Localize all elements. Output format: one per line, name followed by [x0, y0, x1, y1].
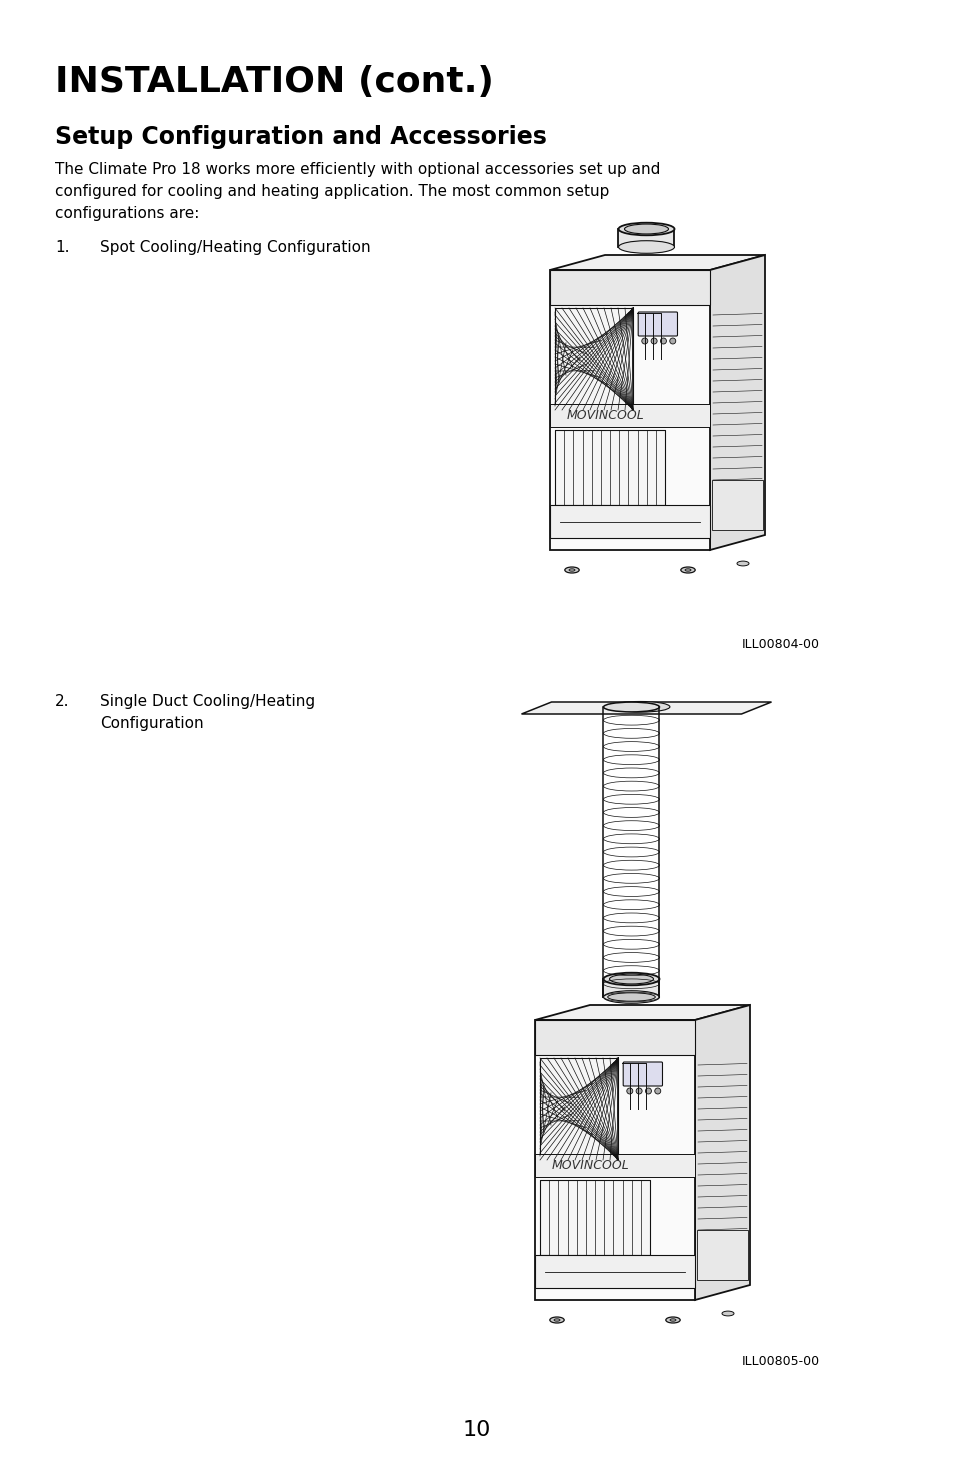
FancyBboxPatch shape: [550, 404, 709, 426]
FancyBboxPatch shape: [618, 229, 674, 246]
Polygon shape: [521, 702, 771, 714]
Ellipse shape: [624, 224, 668, 235]
Polygon shape: [550, 255, 764, 270]
FancyBboxPatch shape: [555, 308, 633, 410]
FancyBboxPatch shape: [697, 1230, 747, 1280]
Text: 10: 10: [462, 1420, 491, 1440]
Text: 2.: 2.: [55, 695, 70, 709]
Ellipse shape: [568, 569, 575, 571]
FancyBboxPatch shape: [535, 1255, 695, 1288]
Polygon shape: [535, 1004, 749, 1021]
FancyBboxPatch shape: [539, 1180, 650, 1255]
Ellipse shape: [721, 1311, 733, 1316]
Circle shape: [626, 1089, 632, 1094]
FancyBboxPatch shape: [603, 979, 659, 997]
Ellipse shape: [665, 1317, 679, 1323]
FancyBboxPatch shape: [638, 313, 677, 336]
Ellipse shape: [669, 1319, 676, 1322]
Ellipse shape: [564, 566, 578, 572]
FancyBboxPatch shape: [550, 270, 709, 550]
Circle shape: [651, 338, 657, 344]
Polygon shape: [709, 255, 764, 550]
Ellipse shape: [603, 991, 659, 1003]
Circle shape: [636, 1089, 641, 1094]
FancyBboxPatch shape: [539, 1058, 618, 1159]
Ellipse shape: [684, 569, 690, 571]
FancyBboxPatch shape: [711, 479, 762, 531]
Text: The Climate Pro 18 works more efficiently with optional accessories set up and
c: The Climate Pro 18 works more efficientl…: [55, 162, 659, 221]
Ellipse shape: [609, 974, 653, 984]
Text: ILL00805-00: ILL00805-00: [741, 1356, 820, 1367]
FancyBboxPatch shape: [555, 429, 664, 506]
Ellipse shape: [611, 702, 669, 712]
Text: Single Duct Cooling/Heating
Configuration: Single Duct Cooling/Heating Configuratio…: [100, 695, 314, 732]
FancyBboxPatch shape: [535, 1021, 695, 1299]
Circle shape: [669, 338, 675, 344]
FancyBboxPatch shape: [622, 1062, 661, 1086]
FancyBboxPatch shape: [535, 1155, 695, 1177]
Text: Setup Configuration and Accessories: Setup Configuration and Accessories: [55, 125, 546, 149]
Text: ILL00804-00: ILL00804-00: [741, 639, 820, 650]
FancyBboxPatch shape: [535, 1021, 695, 1055]
Text: MOVINCOOL: MOVINCOOL: [552, 1159, 629, 1173]
Ellipse shape: [554, 1319, 559, 1322]
FancyBboxPatch shape: [550, 270, 709, 305]
Ellipse shape: [549, 1317, 563, 1323]
Ellipse shape: [603, 972, 659, 985]
Ellipse shape: [603, 702, 659, 712]
Circle shape: [659, 338, 666, 344]
Circle shape: [641, 338, 647, 344]
Text: MOVINCOOL: MOVINCOOL: [566, 409, 644, 422]
Text: INSTALLATION (cont.): INSTALLATION (cont.): [55, 65, 494, 99]
Polygon shape: [695, 1004, 749, 1299]
Text: Spot Cooling/Heating Configuration: Spot Cooling/Heating Configuration: [100, 240, 370, 255]
Ellipse shape: [607, 993, 655, 1002]
Ellipse shape: [737, 560, 748, 566]
Ellipse shape: [618, 240, 674, 254]
Ellipse shape: [618, 223, 674, 236]
FancyBboxPatch shape: [550, 506, 709, 538]
Circle shape: [645, 1089, 651, 1094]
Circle shape: [654, 1089, 660, 1094]
Text: 1.: 1.: [55, 240, 70, 255]
Ellipse shape: [680, 566, 695, 572]
